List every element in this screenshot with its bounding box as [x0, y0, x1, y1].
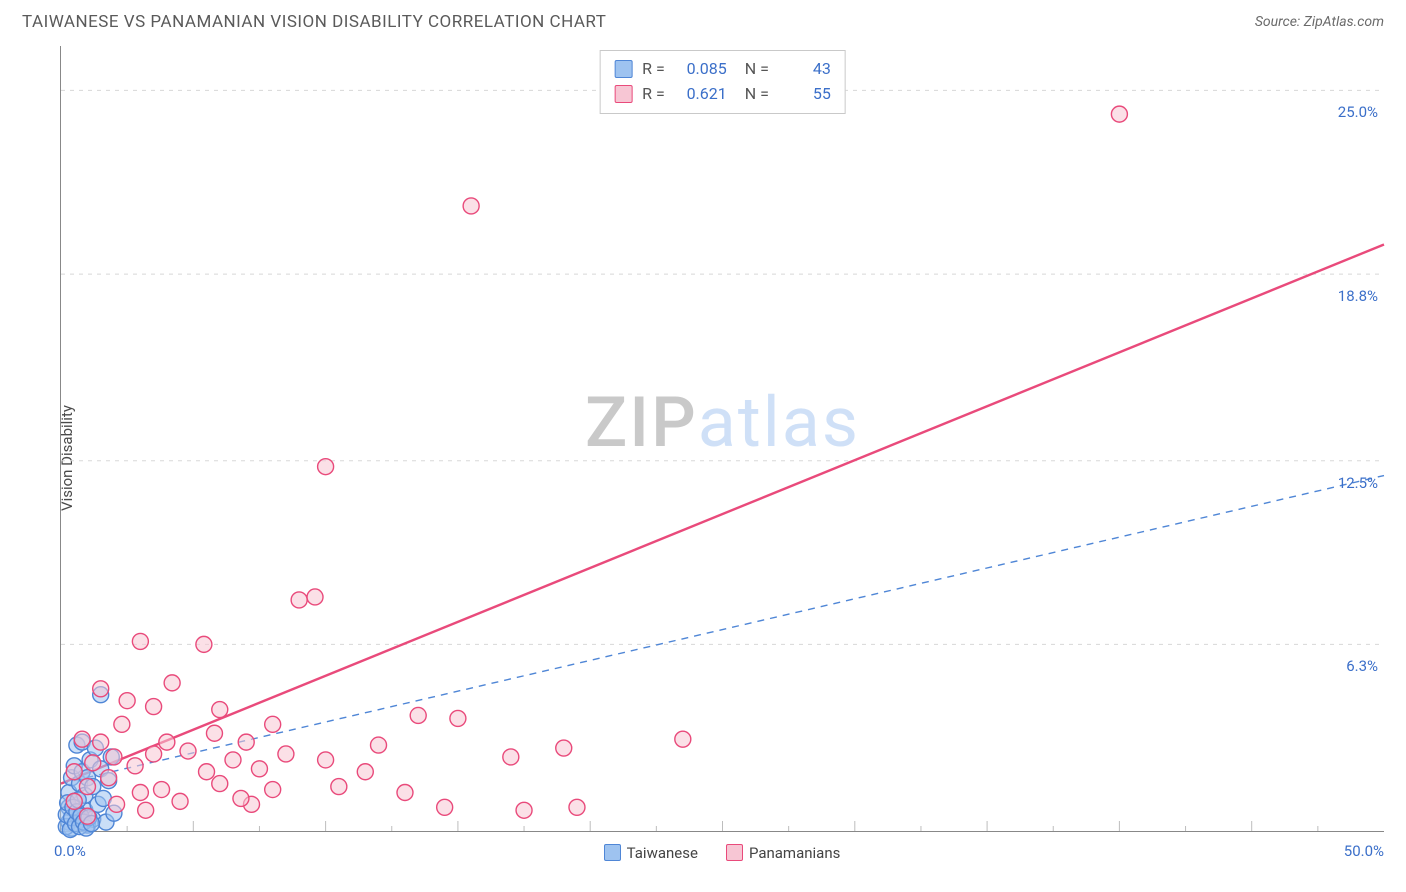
- data-point: [109, 796, 125, 812]
- stat-r-label: R =: [642, 82, 665, 107]
- data-point: [172, 793, 188, 809]
- data-point: [206, 725, 222, 741]
- y-tick-label: 12.5%: [1338, 474, 1378, 492]
- data-point: [397, 784, 413, 800]
- data-point: [450, 710, 466, 726]
- stat-legend-row: R = 0.621 N = 55: [614, 82, 831, 107]
- data-point: [138, 802, 154, 818]
- data-point: [106, 749, 122, 765]
- data-point: [503, 749, 519, 765]
- data-point: [463, 198, 479, 214]
- stat-n-value: 43: [779, 57, 831, 82]
- plot-svg: [61, 46, 1384, 831]
- legend-swatch: [614, 85, 632, 103]
- stat-n-label: N =: [737, 57, 769, 82]
- stat-r-label: R =: [642, 57, 665, 82]
- legend-item: Panamanians: [726, 844, 840, 862]
- legend-label: Taiwanese: [627, 844, 698, 862]
- data-point: [212, 702, 228, 718]
- chart-source: Source: ZipAtlas.com: [1255, 14, 1384, 30]
- data-point: [93, 734, 109, 750]
- y-tick-label: 18.8%: [1338, 287, 1378, 305]
- data-point: [371, 737, 387, 753]
- legend-item: Taiwanese: [604, 844, 698, 862]
- data-point: [318, 459, 334, 475]
- data-point: [278, 746, 294, 762]
- stat-legend-row: R = 0.085 N = 43: [614, 57, 831, 82]
- data-point: [265, 716, 281, 732]
- data-point: [114, 716, 130, 732]
- y-tick-label: 6.3%: [1346, 657, 1378, 675]
- chart-container: Vision Disability ZIPatlas R =0.085 N =4…: [22, 46, 1384, 870]
- data-point: [85, 755, 101, 771]
- data-point: [79, 779, 95, 795]
- legend-swatch: [614, 60, 632, 78]
- y-tick-label: 25.0%: [1338, 103, 1378, 121]
- data-point: [199, 764, 215, 780]
- data-point: [74, 731, 90, 747]
- data-point: [1111, 106, 1127, 122]
- data-point: [516, 802, 532, 818]
- data-point: [291, 592, 307, 608]
- data-point: [119, 693, 135, 709]
- chart-title: TAIWANESE VS PANAMANIAN VISION DISABILIT…: [22, 12, 606, 32]
- stat-r-value: 0.621: [675, 82, 727, 107]
- legend-swatch: [604, 844, 621, 861]
- data-point: [556, 740, 572, 756]
- data-point: [437, 799, 453, 815]
- data-point: [251, 761, 267, 777]
- data-point: [159, 734, 175, 750]
- series-legend: Taiwanese Panamanians: [60, 844, 1384, 862]
- data-point: [146, 699, 162, 715]
- data-point: [127, 758, 143, 774]
- data-point: [101, 770, 117, 786]
- data-point: [410, 707, 426, 723]
- chart-header: TAIWANESE VS PANAMANIAN VISION DISABILIT…: [0, 0, 1406, 40]
- data-point: [66, 793, 82, 809]
- stat-r-value: 0.085: [675, 57, 727, 82]
- correlation-legend: R = 0.085 N = 43 R = 0.621 N = 55: [599, 50, 846, 114]
- data-point: [318, 752, 334, 768]
- stat-n-label: N =: [737, 82, 769, 107]
- data-point: [146, 746, 162, 762]
- stat-n-value: 55: [779, 82, 831, 107]
- data-point: [164, 675, 180, 691]
- data-point: [569, 799, 585, 815]
- data-point: [238, 734, 254, 750]
- data-point: [675, 731, 691, 747]
- data-point: [265, 782, 281, 798]
- data-point: [233, 790, 249, 806]
- data-point: [196, 636, 212, 652]
- data-point: [66, 764, 82, 780]
- data-point: [154, 782, 170, 798]
- data-point: [357, 764, 373, 780]
- data-point: [225, 752, 241, 768]
- legend-swatch: [726, 844, 743, 861]
- plot-area: ZIPatlas R =0.085 N =43R =0.621 N =55 6.…: [60, 46, 1384, 832]
- data-point: [132, 633, 148, 649]
- data-point: [93, 681, 109, 697]
- data-point: [212, 776, 228, 792]
- data-point: [132, 784, 148, 800]
- data-point: [79, 808, 95, 824]
- data-point: [331, 779, 347, 795]
- data-point: [180, 743, 196, 759]
- data-point: [307, 589, 323, 605]
- legend-label: Panamanians: [749, 844, 840, 862]
